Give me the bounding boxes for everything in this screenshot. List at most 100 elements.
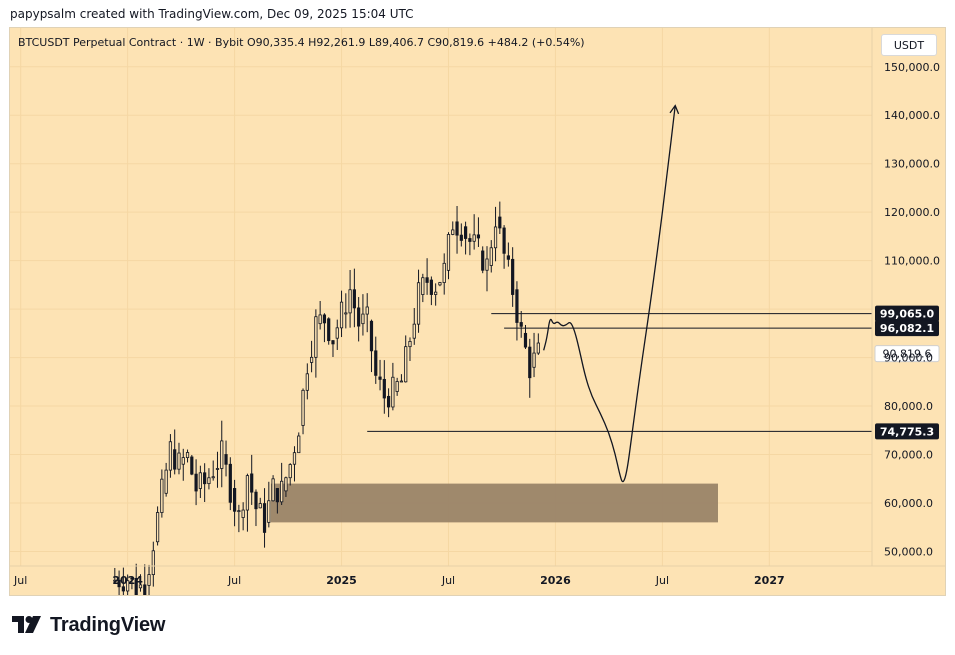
- candle-body: [262, 503, 267, 533]
- candle-body: [160, 478, 164, 513]
- x-tick-label: 2025: [326, 574, 357, 587]
- candle-body: [185, 452, 190, 458]
- candle-body: [382, 378, 386, 399]
- candle-body: [232, 488, 237, 512]
- candle-body: [297, 435, 301, 454]
- candle-body: [335, 327, 339, 339]
- chart-panel[interactable]: 99,065.0 96,082.1 74,775.3 90,819.6 50,000.…: [9, 27, 946, 596]
- candle-body: [151, 550, 155, 576]
- projection-layer: [543, 104, 680, 483]
- candle-body: [459, 234, 463, 241]
- candle-body: [327, 318, 331, 342]
- candle-body: [215, 468, 220, 470]
- candle-body: [399, 380, 404, 383]
- currency-unit-button[interactable]: USDT: [881, 34, 937, 56]
- candle-body: [348, 289, 352, 314]
- x-tick-label: Jul: [227, 574, 241, 587]
- candle-body: [203, 472, 207, 485]
- candle-body: [305, 373, 309, 391]
- candle-body: [130, 577, 134, 580]
- candle-body: [181, 457, 185, 465]
- candle-body: [412, 323, 416, 339]
- candle-body: [254, 491, 258, 510]
- candle-body: [502, 227, 506, 254]
- candle-body: [352, 289, 356, 309]
- candle-body: [241, 509, 245, 518]
- x-tick-label: Jul: [655, 574, 669, 587]
- y-tick-label: 150,000.0: [884, 61, 940, 74]
- candle-body: [357, 307, 361, 327]
- candle-body: [292, 452, 297, 465]
- chart-author-note: papypsalm created with TradingView.com, …: [10, 7, 414, 21]
- candle-body: [198, 472, 202, 489]
- candle-body: [224, 454, 228, 465]
- price-line-badge: [875, 320, 939, 337]
- price-chart[interactable]: 99,065.096,082.1 74,775.3 90,819.6 50,000.…: [10, 28, 945, 595]
- candle-body: [498, 216, 502, 229]
- candle-body: [220, 440, 224, 469]
- candle-body: [442, 262, 446, 283]
- candle-body: [386, 395, 391, 408]
- candle-body: [113, 579, 117, 582]
- tradingview-logo-icon: [12, 616, 41, 633]
- candle-body: [121, 586, 125, 592]
- candle-body: [207, 477, 211, 485]
- candle-body: [455, 221, 459, 236]
- axis-layer: 50,000.0 60,000.0 70,000.0 80,000.0 90,000.0…: [10, 28, 945, 587]
- candle-body: [361, 313, 365, 325]
- candle-body: [434, 291, 438, 295]
- candle-body: [117, 579, 121, 588]
- y-tick-label: 50,000.0: [884, 545, 933, 558]
- candle-body: [155, 512, 160, 543]
- candle-body: [271, 478, 275, 502]
- price-line-label: 96,082.1: [880, 322, 934, 335]
- candle-body: [301, 389, 305, 426]
- y-tick-label: 120,000.0: [884, 206, 940, 219]
- candle-body: [395, 381, 399, 392]
- candle-body: [365, 306, 369, 315]
- y-tick-label: 110,000.0: [884, 255, 940, 268]
- price-line-badge: [875, 305, 939, 322]
- demand-zone: [270, 483, 718, 523]
- candle-body: [421, 277, 425, 295]
- candle-body: [173, 449, 177, 470]
- x-tick-label: 2027: [754, 574, 785, 587]
- x-tick-label: Jul: [441, 574, 455, 587]
- candle-body: [322, 314, 327, 324]
- candle-body: [523, 332, 528, 348]
- last-price-badge: [874, 345, 940, 363]
- candle-body: [211, 476, 215, 479]
- zone-layer: [270, 483, 718, 523]
- y-tick-label: 70,000.0: [884, 449, 933, 462]
- tradingview-brand[interactable]: TradingView: [12, 614, 165, 636]
- brand-wordmark: TradingView: [50, 613, 166, 636]
- candle-body: [344, 312, 348, 315]
- projection-path: [543, 105, 676, 483]
- candle-body: [532, 352, 536, 368]
- candle-body: [284, 477, 288, 492]
- candle-body: [489, 247, 493, 266]
- candle-body: [177, 452, 181, 470]
- symbol-legend: BTCUSDT Perpetual Contract · 1W · Bybit …: [18, 36, 585, 49]
- y-tick-label: 90,000.0: [884, 352, 933, 365]
- candle-body: [429, 279, 433, 295]
- candle-body: [536, 342, 540, 354]
- candle-body: [463, 226, 468, 239]
- candle-body: [468, 238, 472, 242]
- candle-body: [515, 289, 519, 323]
- price-line-label: 99,065.0: [880, 308, 935, 321]
- candle-body: [250, 473, 254, 493]
- candle-body: [438, 282, 442, 286]
- price-line-label: 74,775.3: [880, 425, 934, 438]
- price-line-badge: [875, 423, 939, 440]
- candle-body: [369, 320, 374, 352]
- candle-body: [164, 469, 168, 494]
- candle-body: [134, 577, 138, 595]
- candle-body: [126, 580, 130, 592]
- candle-body: [511, 258, 515, 295]
- candle-body: [374, 350, 378, 376]
- candle-body: [237, 510, 241, 513]
- candle-body: [318, 314, 322, 325]
- candle-body: [493, 226, 498, 249]
- candle-body: [258, 503, 262, 509]
